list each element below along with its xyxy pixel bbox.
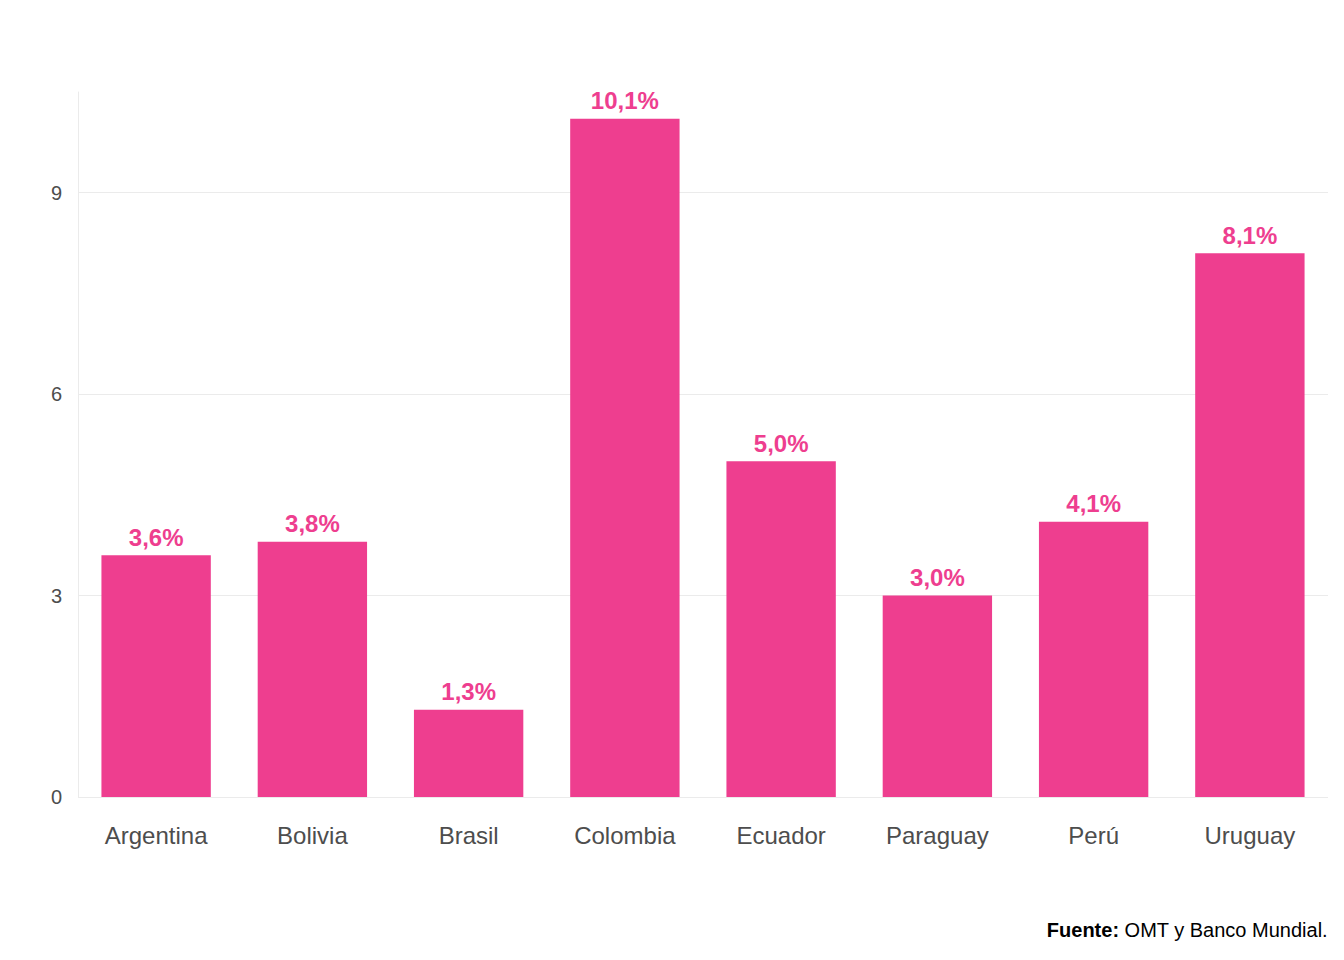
svg-text:1,3%: 1,3% xyxy=(441,678,496,705)
svg-text:Colombia: Colombia xyxy=(574,822,676,849)
svg-text:3,0%: 3,0% xyxy=(910,564,965,591)
svg-text:3: 3 xyxy=(51,585,62,607)
svg-text:3,8%: 3,8% xyxy=(285,510,340,537)
svg-text:Perú: Perú xyxy=(1068,822,1119,849)
svg-text:Bolivia: Bolivia xyxy=(277,822,348,849)
svg-text:5,0%: 5,0% xyxy=(754,430,809,457)
svg-text:10,1%: 10,1% xyxy=(591,87,659,114)
svg-text:9: 9 xyxy=(51,182,62,204)
svg-text:Uruguay: Uruguay xyxy=(1205,822,1296,849)
svg-text:Fuente:: Fuente: xyxy=(1047,919,1119,941)
svg-text:Paraguay: Paraguay xyxy=(886,822,989,849)
svg-text:Brasil: Brasil xyxy=(439,822,499,849)
svg-text:Ecuador: Ecuador xyxy=(736,822,825,849)
svg-text:0: 0 xyxy=(51,786,62,808)
svg-text:6: 6 xyxy=(51,383,62,405)
svg-text:4,1%: 4,1% xyxy=(1066,490,1121,517)
svg-text:OMT y Banco Mundial.: OMT y Banco Mundial. xyxy=(1119,919,1328,941)
svg-text:3,6%: 3,6% xyxy=(129,524,184,551)
svg-text:8,1%: 8,1% xyxy=(1223,222,1278,249)
svg-text:Argentina: Argentina xyxy=(105,822,208,849)
